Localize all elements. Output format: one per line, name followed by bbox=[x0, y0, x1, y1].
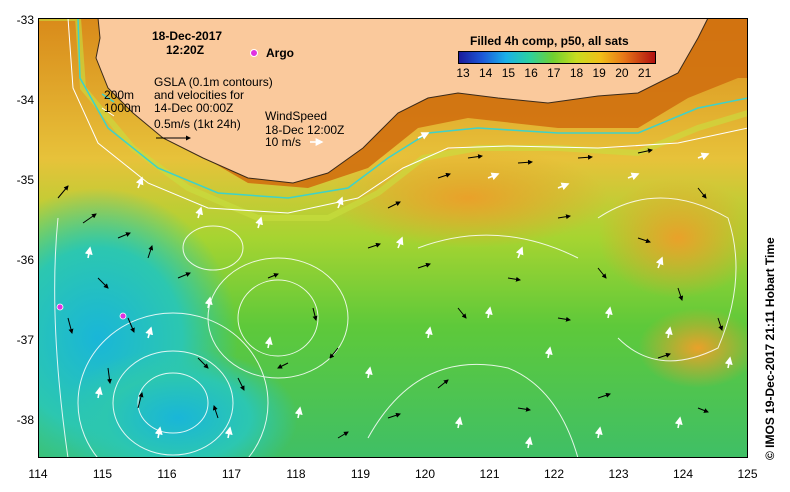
x-tick-label: 119 bbox=[350, 467, 371, 481]
isobath-200m bbox=[77, 18, 748, 199]
map-date: 18-Dec-2017 bbox=[152, 29, 223, 43]
colorbar-title: Filled 4h comp, p50, all sats bbox=[470, 34, 629, 48]
gsla-scale-label: 0.5m/s (1kt 24h) bbox=[154, 117, 241, 131]
gsla-legend-line1: GSLA (0.1m contours) bbox=[154, 75, 273, 89]
x-tick-label: 122 bbox=[543, 467, 565, 481]
imos-credit: © IMOS 19-Dec-2017 21:11 Hobart Time bbox=[763, 237, 777, 460]
x-tick-label: 125 bbox=[737, 467, 758, 481]
isobath-legend-200m bbox=[101, 93, 115, 103]
colorbar-tick-label: 21 bbox=[637, 66, 652, 80]
y-tick-label: -34 bbox=[16, 93, 34, 107]
wind-arrows bbox=[84, 132, 733, 449]
argo-legend-label: Argo bbox=[266, 46, 294, 60]
warm-patch-east bbox=[598, 178, 748, 298]
x-tick-label: 116 bbox=[157, 467, 177, 481]
colorbar-tick-label: 17 bbox=[547, 66, 561, 80]
y-tick-label: -35 bbox=[16, 173, 34, 187]
gsla-legend-line2: and velocities for bbox=[154, 88, 245, 102]
wind-legend-line1: WindSpeed bbox=[265, 109, 328, 123]
x-tick-label: 123 bbox=[608, 467, 629, 481]
x-tick-label: 121 bbox=[479, 467, 500, 481]
x-tick-label: 117 bbox=[221, 467, 242, 481]
gsla-contours bbox=[54, 197, 737, 458]
x-tick-label: 115 bbox=[92, 467, 113, 481]
isobath-legend-1000m bbox=[101, 107, 115, 117]
colorbar-tick-label: 16 bbox=[524, 66, 538, 80]
argo-float bbox=[56, 303, 64, 311]
x-tick-label: 124 bbox=[672, 467, 694, 481]
x-tick-label: 118 bbox=[286, 467, 306, 481]
map-frame bbox=[38, 18, 748, 458]
depth-200-label: 200m bbox=[104, 88, 135, 102]
colorbar-tick-label: 20 bbox=[615, 66, 629, 80]
gsla-legend-line3: 14-Dec 00:00Z bbox=[154, 101, 234, 115]
colorbar-tick-label: 15 bbox=[501, 66, 516, 80]
wind-scale-label: 10 m/s bbox=[265, 135, 302, 149]
y-tick-label: -36 bbox=[16, 253, 34, 267]
argo-legend-symbol bbox=[250, 49, 258, 57]
colorbar-tick-label: 14 bbox=[479, 66, 493, 80]
y-tick-label: -37 bbox=[16, 333, 34, 347]
colorbar-tick-label: 19 bbox=[592, 66, 606, 80]
y-tick-label: -38 bbox=[16, 413, 34, 427]
x-tick-label: 114 bbox=[28, 467, 48, 481]
wind-legend-line2: 18-Dec 12:00Z bbox=[265, 123, 345, 137]
depth-1000-label: 1000m bbox=[104, 101, 141, 115]
x-tick-label: 120 bbox=[414, 467, 436, 481]
warm-patch-north bbox=[328, 148, 608, 248]
y-tick-label: -33 bbox=[16, 13, 34, 27]
map-time: 12:20Z bbox=[166, 43, 205, 57]
coastline bbox=[95, 18, 709, 184]
velocity-arrows bbox=[57, 148, 724, 439]
colorbar bbox=[458, 51, 656, 64]
sst-map[interactable] bbox=[38, 18, 748, 458]
argo-float bbox=[119, 312, 127, 320]
colorbar-tick-label: 13 bbox=[456, 66, 470, 80]
colorbar-tick-label: 18 bbox=[569, 66, 584, 80]
isobath-1000m bbox=[67, 18, 748, 214]
cool-eddy-south bbox=[58, 348, 298, 458]
